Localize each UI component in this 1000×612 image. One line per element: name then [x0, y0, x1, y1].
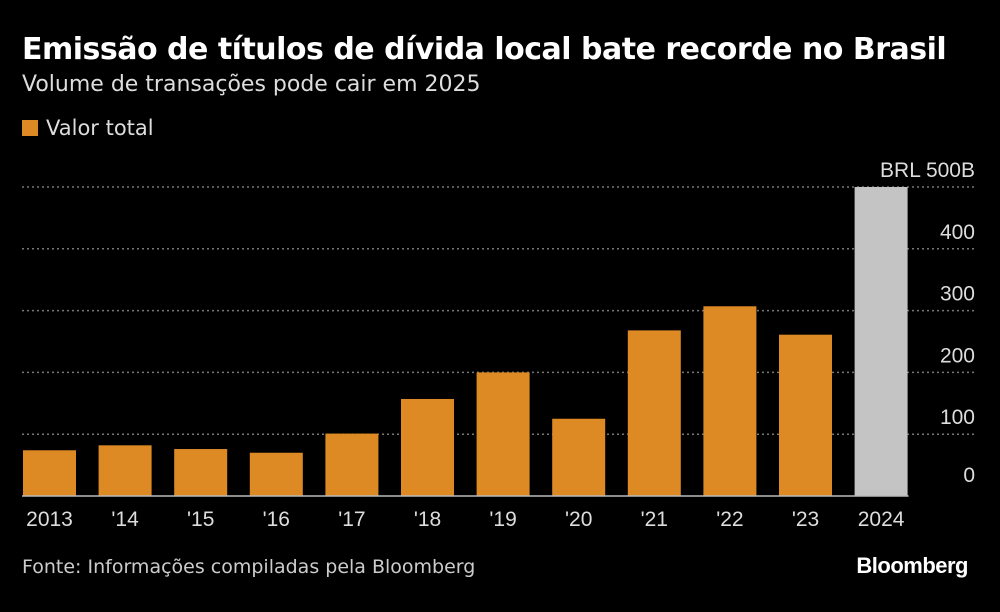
bloomberg-logo: Bloomberg	[856, 553, 968, 578]
x-tick-label: '17	[338, 508, 365, 531]
x-tick-label: '16	[263, 508, 290, 531]
chart-title: Emissão de títulos de dívida local bate …	[22, 32, 947, 67]
x-tick-label: '22	[716, 508, 743, 531]
y-tick-label: 300	[940, 283, 975, 306]
bar	[627, 330, 681, 496]
x-tick-label: '19	[489, 508, 516, 531]
y-tick-label: BRL 500B	[880, 159, 975, 182]
x-tick-label: '15	[187, 508, 214, 531]
bar	[476, 372, 530, 496]
bar	[552, 418, 606, 496]
legend-swatch	[22, 120, 38, 136]
bar	[249, 452, 303, 496]
x-tick-label: '18	[414, 508, 441, 531]
bar	[174, 449, 228, 496]
source-note: Fonte: Informações compiladas pela Bloom…	[22, 556, 476, 578]
x-tick-label: '23	[792, 508, 819, 531]
x-tick-label: '14	[111, 508, 139, 531]
y-tick-label: 400	[940, 221, 975, 244]
chart-subtitle: Volume de transações pode cair em 2025	[22, 72, 481, 97]
legend: Valor total	[22, 116, 154, 140]
bar	[23, 450, 76, 496]
y-tick-label: 100	[940, 406, 975, 429]
bar	[325, 433, 379, 496]
x-tick-label: 2024	[858, 508, 905, 531]
bar	[779, 334, 832, 496]
y-tick-label: 200	[940, 344, 975, 367]
legend-label: Valor total	[46, 116, 154, 140]
x-tick-label: 2013	[26, 508, 73, 531]
bar	[854, 187, 908, 496]
x-tick-label: '21	[641, 508, 668, 531]
bar	[703, 306, 757, 496]
bar	[401, 398, 454, 496]
y-tick-label: 0	[963, 464, 975, 487]
bar	[98, 445, 152, 496]
x-tick-label: '20	[565, 508, 592, 531]
